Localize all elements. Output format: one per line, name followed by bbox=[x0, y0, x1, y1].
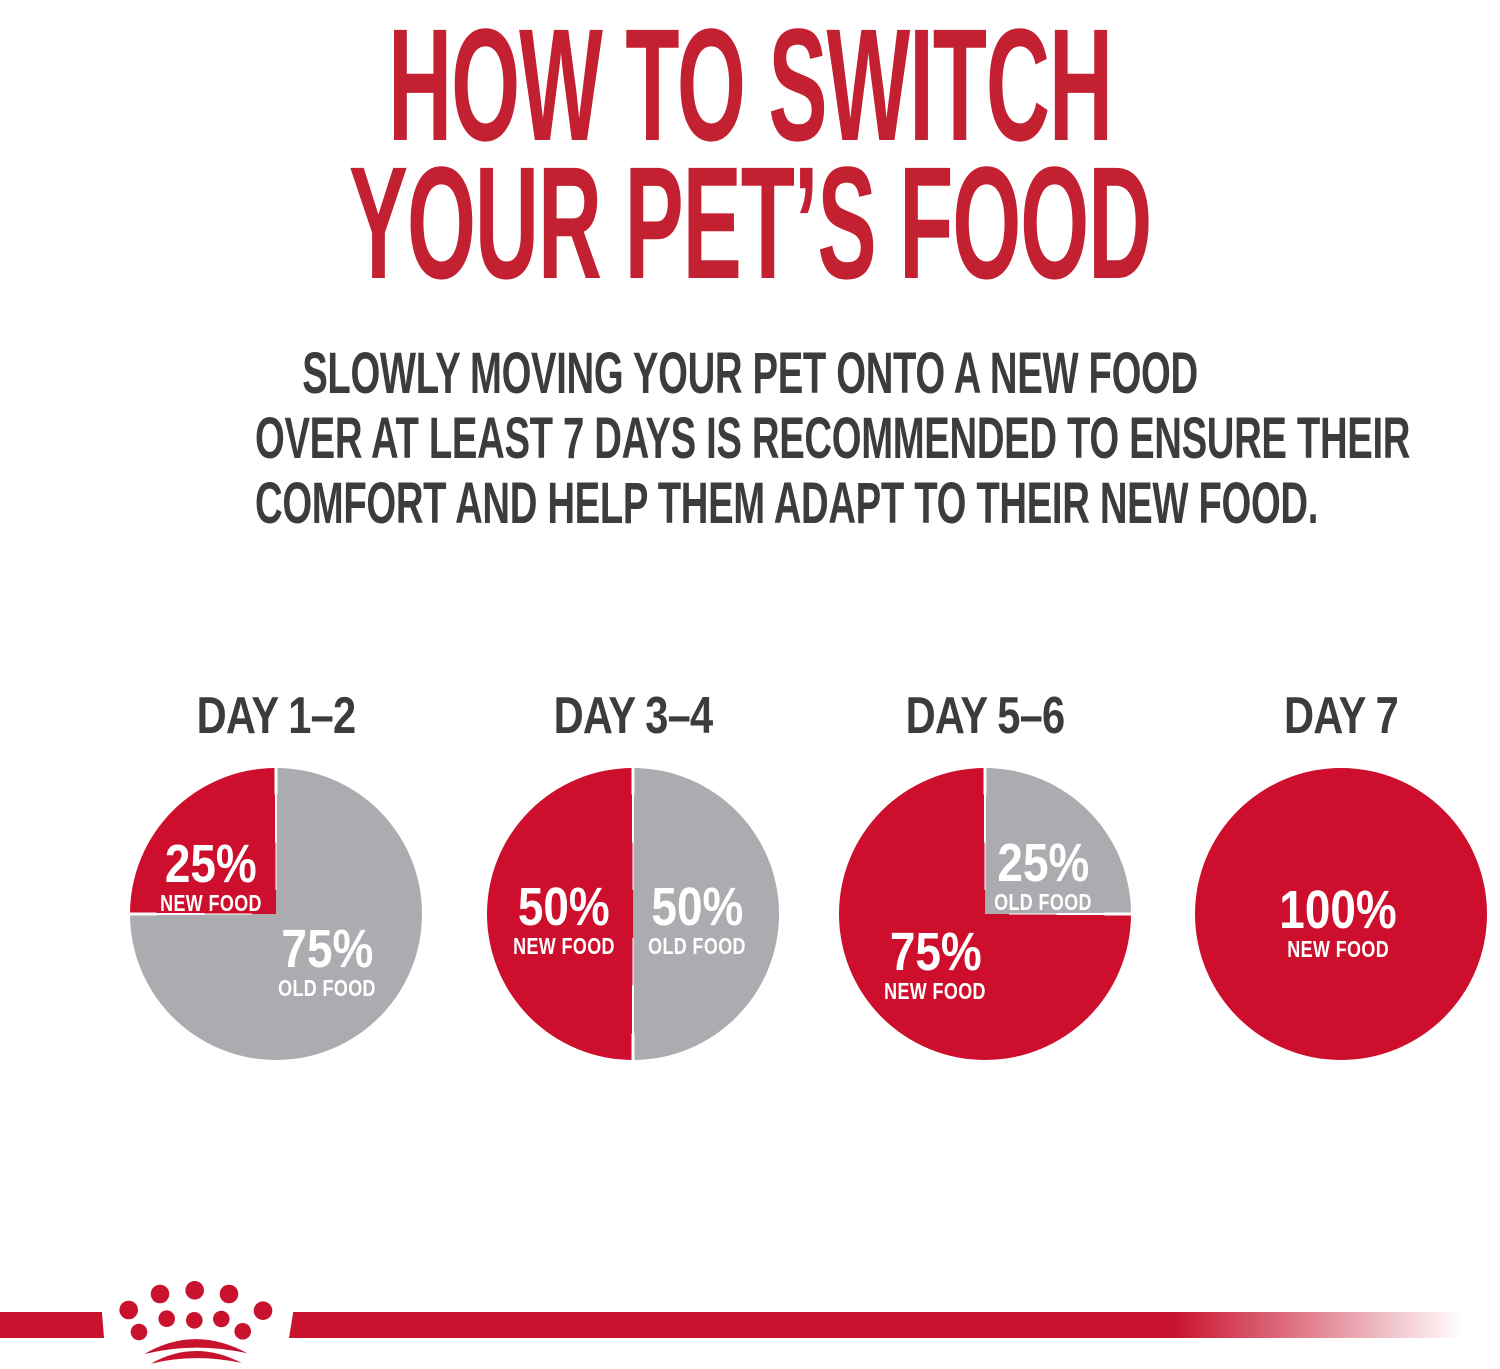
old-food-percent: 25% bbox=[997, 832, 1090, 893]
title-line-2: YOUR PET’S FOOD bbox=[348, 133, 1152, 313]
new-food-percent: 50% bbox=[518, 876, 611, 937]
pie-chart-day-1-2: 25% NEW FOOD 75% OLD FOOD bbox=[130, 768, 422, 1060]
day-5-6-column: DAY 5–6 25% OLD FOOD 75% NEW FOOD bbox=[839, 690, 1131, 1060]
new-food-caption: NEW FOOD bbox=[159, 889, 262, 916]
old-food-caption: OLD FOOD bbox=[994, 889, 1093, 916]
new-food-slice-label: 100% NEW FOOD bbox=[1269, 879, 1407, 962]
footer-ribbon-right bbox=[289, 1312, 1500, 1338]
pie-chart-day-3-4: 50% NEW FOOD 50% OLD FOOD bbox=[487, 768, 779, 1060]
day-3-4-label: DAY 3–4 bbox=[553, 687, 713, 745]
title-line-1: HOW TO SWITCH bbox=[388, 0, 1113, 175]
old-food-caption: OLD FOOD bbox=[648, 932, 747, 959]
subtitle-line-2: OVER AT LEAST 7 DAYS IS RECOMMENDED TO E… bbox=[254, 406, 1411, 471]
day-7-column: DAY 7 100% NEW FOOD bbox=[1195, 690, 1487, 1060]
new-food-caption: NEW FOOD bbox=[513, 932, 615, 959]
new-food-caption: NEW FOOD bbox=[884, 978, 987, 1005]
old-food-slice-label: 75% OLD FOOD bbox=[264, 918, 389, 1002]
old-food-slice-label: 50% OLD FOOD bbox=[635, 876, 760, 959]
day-5-6-label: DAY 5–6 bbox=[905, 687, 1065, 745]
new-food-slice-label: 50% NEW FOOD bbox=[499, 876, 630, 959]
pie-chart-day-7: 100% NEW FOOD bbox=[1195, 768, 1487, 1060]
day-7-label: DAY 7 bbox=[1284, 687, 1399, 745]
subtitle-line-3: COMFORT AND HELP THEM ADAPT TO THEIR NEW… bbox=[254, 471, 1319, 536]
royal-canin-crown-logo bbox=[119, 1281, 273, 1364]
old-food-percent: 50% bbox=[651, 876, 744, 937]
subtitle: SLOWLY MOVING YOUR PET ONTO A NEW FOOD O… bbox=[0, 341, 1500, 536]
footer-ribbon-left bbox=[0, 1312, 104, 1338]
old-food-slice-label: 25% OLD FOOD bbox=[981, 832, 1106, 916]
new-food-percent: 75% bbox=[889, 921, 982, 982]
day-1-2-column: DAY 1–2 25% NEW FOOD 75% OLD FOOD bbox=[130, 690, 422, 1060]
new-food-slice-label: 75% NEW FOOD bbox=[870, 921, 1001, 1005]
old-food-caption: OLD FOOD bbox=[278, 975, 376, 1002]
pie-chart-day-5-6: 25% OLD FOOD 75% NEW FOOD bbox=[839, 768, 1131, 1060]
day-3-4-column: DAY 3–4 50% NEW FOOD 50% OLD FOOD bbox=[487, 690, 779, 1060]
new-food-caption: NEW FOOD bbox=[1287, 935, 1389, 962]
old-food-percent: 75% bbox=[281, 918, 374, 979]
new-food-percent: 25% bbox=[164, 833, 257, 894]
subtitle-line-1: SLOWLY MOVING YOUR PET ONTO A NEW FOOD bbox=[302, 341, 1198, 406]
new-food-percent: 100% bbox=[1279, 879, 1397, 940]
new-food-slice-label: 25% NEW FOOD bbox=[146, 833, 277, 916]
day-1-2-label: DAY 1–2 bbox=[196, 687, 356, 745]
